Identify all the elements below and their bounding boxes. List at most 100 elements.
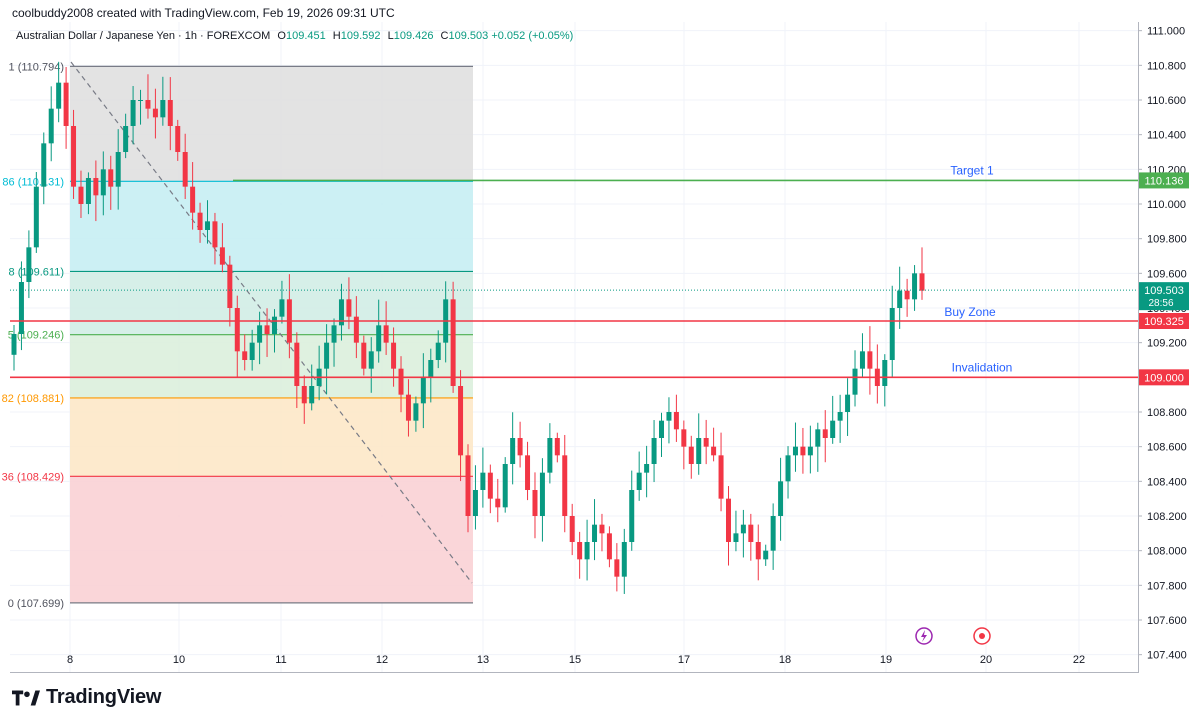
y-tick-label: 110.400: [1147, 130, 1186, 142]
fib-zone: [70, 334, 473, 398]
candle-body: [123, 126, 129, 152]
candle-body: [48, 108, 54, 144]
candle-body: [249, 342, 255, 360]
candle-body: [837, 412, 843, 421]
candle-body: [197, 212, 203, 230]
y-tick-label: 110.800: [1147, 60, 1186, 72]
candle-body: [525, 455, 531, 490]
candle-body: [85, 178, 91, 204]
close-value: 109.503: [448, 30, 489, 42]
record-icon: [979, 633, 985, 639]
chart-frame[interactable]: [10, 22, 1139, 673]
candlesticks: [10, 61, 1138, 594]
candle-body: [435, 342, 441, 360]
candle-body: [205, 221, 211, 230]
candle-body: [428, 360, 434, 378]
y-tick-label: 109.600: [1147, 268, 1187, 280]
candle-body: [480, 472, 486, 490]
candle-body: [502, 464, 508, 508]
last-price-value: 109.503: [1144, 285, 1184, 297]
x-tick-label: 22: [1073, 654, 1085, 666]
candle-body: [279, 299, 285, 317]
candle-body: [554, 438, 560, 456]
candle-body: [644, 464, 650, 473]
price-badge-label: 109.000: [1144, 372, 1184, 384]
candle-body: [815, 429, 821, 447]
candle-body: [592, 524, 598, 542]
candle-body: [897, 290, 903, 308]
fib-zone: [70, 66, 473, 182]
price-badge-label: 110.136: [1145, 175, 1184, 187]
candle-body: [614, 559, 620, 577]
candle-body: [93, 178, 99, 196]
candle-body: [301, 386, 307, 404]
candle-body: [190, 186, 196, 213]
candle-body: [376, 325, 382, 352]
candle-body: [383, 325, 389, 343]
x-tick-label: 15: [569, 654, 581, 666]
candle-body: [517, 438, 523, 456]
candle-body: [606, 533, 612, 560]
lightning-event-icon[interactable]: [915, 627, 933, 645]
fib-zone: [70, 271, 473, 335]
axes: 107.400 107.600 107.800 108.000 108.200 108.4…: [67, 26, 1189, 666]
y-tick-label: 108.200: [1147, 511, 1187, 523]
candle-body: [532, 490, 538, 516]
level-annotation: Target 1: [950, 163, 994, 177]
tradingview-logo[interactable]: TradingView: [12, 686, 161, 709]
candle-body: [666, 412, 672, 421]
level-annotation: Invalidation: [952, 360, 1013, 374]
candle-body: [919, 273, 925, 291]
record-event-icon[interactable]: [973, 627, 991, 645]
candle-body: [294, 342, 300, 386]
candle-body: [130, 100, 136, 126]
candle-body: [26, 247, 32, 282]
y-tick-label: 110.000: [1147, 199, 1186, 211]
candle-body: [115, 152, 121, 187]
open-value: 109.451: [285, 30, 326, 42]
candle-body: [100, 169, 106, 196]
events[interactable]: [915, 627, 991, 645]
price-badge: [1139, 369, 1189, 386]
candle-body: [696, 438, 702, 464]
lightning-icon: [921, 630, 927, 642]
candle-body: [242, 351, 248, 360]
candle-body: [755, 542, 761, 560]
tradingview-logo-icon: [12, 690, 40, 705]
chart-caption: coolbuddy2008 created with TradingView.c…: [12, 6, 395, 20]
x-tick-label: 11: [275, 654, 286, 666]
candle-body: [822, 429, 828, 438]
candle-body: [673, 412, 679, 430]
candle-body: [681, 429, 687, 447]
candle-body: [867, 351, 873, 369]
x-tick-label: 19: [880, 654, 892, 666]
trend-line[interactable]: [70, 61, 473, 584]
candle-body: [889, 308, 895, 360]
candle-body: [391, 342, 397, 369]
candle-body: [569, 516, 575, 542]
y-tick-label: 111.000: [1147, 26, 1185, 38]
candle-body: [882, 360, 888, 386]
candle-body: [904, 290, 910, 300]
candle-body: [212, 221, 218, 248]
fib-level-label: 0 (107.699): [8, 598, 64, 610]
candle-body: [688, 446, 694, 464]
candle-body: [56, 82, 62, 109]
horizontal-levels[interactable]: Target 1 Buy Zone Invalidation: [10, 163, 1138, 379]
symbol-title: Australian Dollar / Japanese Yen · 1h · …: [16, 30, 271, 42]
candle-body: [368, 351, 374, 369]
tradingview-logo-text: TradingView: [46, 686, 162, 708]
candle-body: [800, 446, 806, 456]
fib-zone: [70, 181, 473, 272]
chart-legend: Australian Dollar / Japanese Yen · 1h · …: [16, 30, 573, 42]
candle-body: [361, 342, 367, 369]
last-price-badge: [1139, 282, 1189, 311]
candle-body: [11, 334, 17, 355]
candle-body: [353, 316, 359, 343]
candle-body: [599, 524, 605, 534]
candle-body: [450, 299, 456, 386]
candle-body: [182, 152, 188, 187]
candle-body: [472, 490, 478, 516]
price-badge: [1139, 313, 1189, 329]
